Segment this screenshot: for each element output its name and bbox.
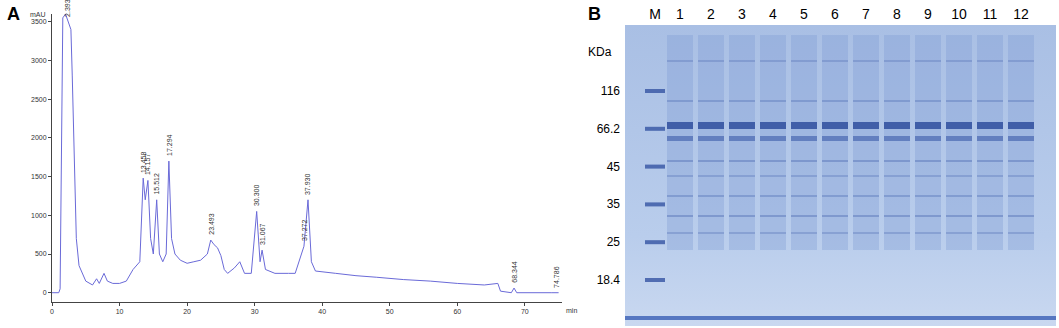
svg-text:13.458: 13.458 (140, 152, 147, 174)
svg-text:66.2: 66.2 (597, 122, 621, 136)
svg-text:17.294: 17.294 (166, 134, 173, 156)
svg-text:10: 10 (951, 6, 967, 22)
svg-text:35: 35 (607, 197, 621, 211)
svg-text:4: 4 (769, 6, 777, 22)
svg-text:500: 500 (35, 250, 47, 257)
svg-text:2.393: 2.393 (64, 0, 71, 17)
svg-text:18.4: 18.4 (597, 273, 621, 287)
svg-text:74.786: 74.786 (553, 266, 560, 288)
svg-text:40: 40 (318, 308, 326, 315)
svg-text:2: 2 (707, 6, 715, 22)
svg-text:5: 5 (800, 6, 808, 22)
svg-text:A: A (7, 4, 20, 24)
svg-text:min: min (566, 307, 577, 314)
svg-text:2000: 2000 (31, 134, 47, 141)
svg-text:3000: 3000 (31, 57, 47, 64)
svg-text:KDa: KDa (588, 45, 612, 59)
svg-text:30.300: 30.300 (253, 185, 260, 207)
svg-text:10: 10 (116, 308, 124, 315)
svg-text:3: 3 (738, 6, 746, 22)
svg-text:11: 11 (983, 6, 998, 22)
svg-text:B: B (588, 4, 601, 24)
svg-text:M: M (649, 6, 661, 22)
svg-text:1: 1 (676, 6, 684, 22)
svg-text:23.493: 23.493 (208, 213, 215, 235)
svg-text:12: 12 (1013, 6, 1029, 22)
svg-text:25: 25 (607, 235, 621, 249)
svg-text:6: 6 (831, 6, 839, 22)
svg-text:70: 70 (521, 308, 529, 315)
svg-text:60: 60 (453, 308, 461, 315)
svg-text:30: 30 (251, 308, 259, 315)
svg-text:37.272: 37.272 (301, 220, 308, 242)
svg-text:37.930: 37.930 (304, 174, 311, 196)
svg-text:3500: 3500 (31, 18, 47, 25)
svg-text:8: 8 (893, 6, 901, 22)
svg-text:2500: 2500 (31, 96, 47, 103)
svg-text:45: 45 (607, 160, 621, 174)
svg-text:68.344: 68.344 (511, 261, 518, 283)
svg-text:1500: 1500 (31, 173, 47, 180)
svg-text:0: 0 (43, 289, 47, 296)
svg-text:50: 50 (386, 308, 394, 315)
svg-text:1000: 1000 (31, 212, 47, 219)
svg-text:14.157: 14.157 (144, 154, 151, 176)
svg-text:116: 116 (601, 84, 620, 98)
svg-text:9: 9 (924, 6, 932, 22)
svg-text:31.067: 31.067 (259, 223, 266, 245)
svg-text:7: 7 (862, 6, 870, 22)
svg-text:15.512: 15.512 (153, 173, 160, 195)
svg-text:mAU: mAU (30, 11, 46, 18)
svg-text:20: 20 (183, 308, 191, 315)
svg-text:0: 0 (50, 308, 54, 315)
